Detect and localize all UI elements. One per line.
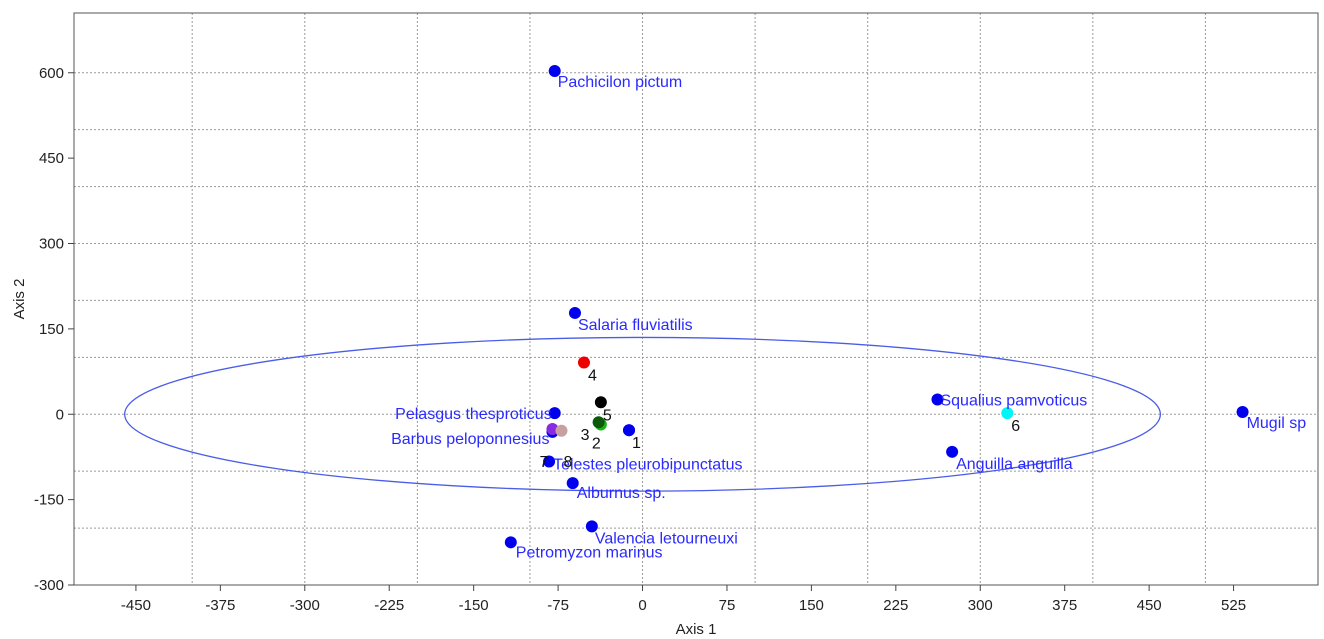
y-axis-title: Axis 2 xyxy=(11,279,28,320)
site-point xyxy=(1001,407,1014,420)
species-label: Telestes pleurobipunctatus xyxy=(553,456,742,473)
species-point xyxy=(1236,405,1249,418)
plot-frame xyxy=(73,12,1319,586)
site-point xyxy=(594,396,607,409)
species-label: Pachicilon pictum xyxy=(558,74,683,91)
species-label: Salaria fluviatilis xyxy=(578,317,693,334)
site-point xyxy=(546,423,559,436)
species-point xyxy=(504,536,517,549)
site-label: 8 xyxy=(563,454,572,471)
x-tick-label: 300 xyxy=(968,597,993,614)
species-label: Mugil sp xyxy=(1247,415,1307,432)
x-axis-title: Axis 1 xyxy=(676,621,717,638)
x-tick-label: 525 xyxy=(1221,597,1246,614)
y-tick-label: 150 xyxy=(39,321,64,338)
site-label: 5 xyxy=(603,407,612,424)
species-point xyxy=(946,445,959,458)
species-label: Anguilla anguilla xyxy=(956,456,1073,473)
x-tick-label: 450 xyxy=(1137,597,1162,614)
y-tick-label: 300 xyxy=(39,236,64,253)
x-tick-label: -300 xyxy=(290,597,320,614)
species-point xyxy=(543,455,556,468)
species-point xyxy=(548,65,561,78)
grid xyxy=(74,13,1318,585)
y-tick-label: -300 xyxy=(34,577,64,594)
x-tick-label: -75 xyxy=(547,597,569,614)
site-label: 3 xyxy=(581,427,590,444)
confidence-ellipse xyxy=(124,336,1162,492)
x-tick-label: -450 xyxy=(121,597,151,614)
site-point xyxy=(555,424,568,437)
species-point xyxy=(585,520,598,533)
species-label: Squalius pamvoticus xyxy=(940,392,1087,409)
site-label: 2 xyxy=(592,435,601,452)
x-tick-label: 225 xyxy=(883,597,908,614)
x-tick-label: -225 xyxy=(374,597,404,614)
species-label: Pelasgus thesproticus xyxy=(395,406,552,423)
x-tick-label: 75 xyxy=(719,597,736,614)
data-points xyxy=(504,65,1249,549)
site-label: 6 xyxy=(1011,418,1020,435)
species-label: Barbus peloponnesius xyxy=(391,431,549,448)
y-tick-label: -150 xyxy=(34,492,64,509)
x-tick-label: 150 xyxy=(799,597,824,614)
species-point xyxy=(931,393,944,406)
species-point xyxy=(566,477,579,490)
site-label: 7 xyxy=(540,454,549,471)
y-axis-ticks: -300 -150 0 150 300 450 600 xyxy=(34,65,74,594)
species-point xyxy=(568,306,581,319)
species-label: Alburnus sp. xyxy=(577,485,666,502)
site-point xyxy=(577,356,590,369)
site-point xyxy=(623,424,636,437)
x-axis-ticks: -450 -375 -300 -225 -150 -75 0 75 150 225 300 375 45… xyxy=(121,585,1246,614)
y-tick-label: 450 xyxy=(39,150,64,167)
species-label: Valencia letourneuxi xyxy=(595,530,738,547)
data-labels: Pachicilon pictum Salaria fluviatilis Pela… xyxy=(391,74,1306,561)
y-tick-label: 600 xyxy=(39,65,64,82)
site-point xyxy=(592,416,605,429)
site-label: 4 xyxy=(588,367,597,384)
species-label: Petromyzon marinus xyxy=(516,544,663,561)
site-label: 1 xyxy=(632,435,641,452)
y-tick-label: 0 xyxy=(56,406,64,423)
x-tick-label: 0 xyxy=(638,597,646,614)
x-tick-label: -375 xyxy=(205,597,235,614)
x-tick-label: 375 xyxy=(1052,597,1077,614)
x-tick-label: -150 xyxy=(459,597,489,614)
species-point xyxy=(548,407,561,420)
